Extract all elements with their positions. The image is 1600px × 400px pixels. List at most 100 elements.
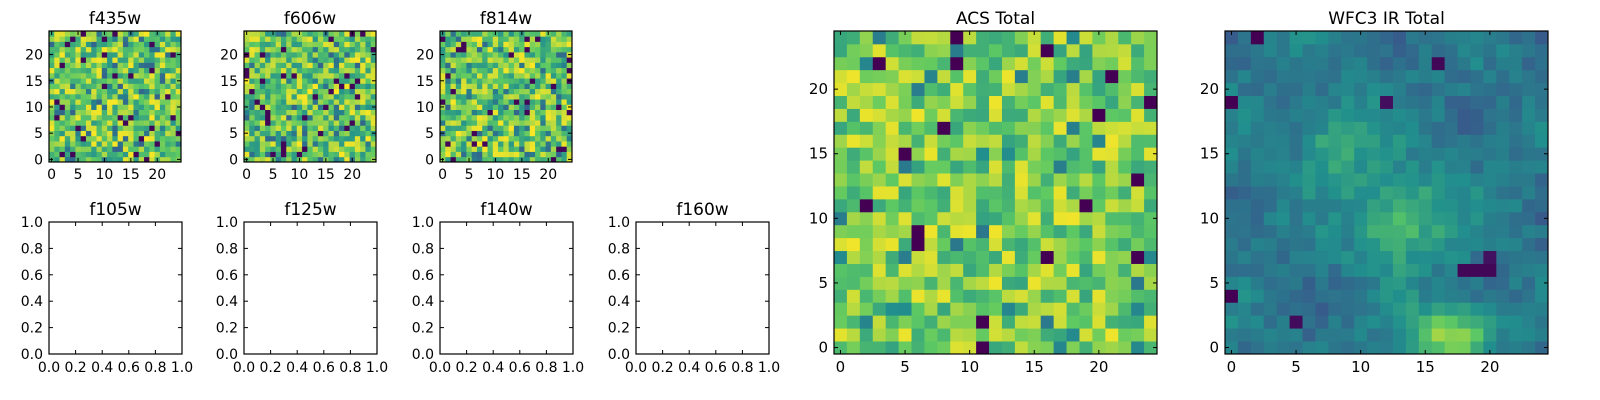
heatmap-cell (466, 104, 473, 110)
heatmap-cell (339, 67, 345, 74)
heatmap-cell (344, 146, 350, 152)
heatmap-cell (1483, 302, 1497, 316)
heatmap-cell (64, 83, 71, 90)
heatmap-cell (144, 41, 150, 48)
heatmap-cell (1457, 263, 1471, 277)
heatmap-cell (466, 120, 473, 126)
heatmap-cell (482, 72, 488, 79)
heatmap-cell (1509, 134, 1523, 148)
heatmap-cell (1315, 341, 1329, 355)
heatmap-cell (85, 51, 92, 58)
heatmap-cell (1237, 121, 1252, 135)
heatmap-cell (529, 72, 536, 79)
heatmap-cell (1509, 263, 1523, 277)
heatmap-cell (91, 114, 97, 121)
heatmap-cell (91, 31, 97, 37)
heatmap-cell (1341, 134, 1355, 148)
heatmap-cell (1431, 224, 1446, 239)
heatmap-cell (924, 315, 938, 329)
heatmap-cell (1444, 43, 1458, 58)
heatmap-cell (492, 109, 499, 116)
heatmap-cell (898, 186, 912, 200)
heatmap-cell (1457, 276, 1471, 290)
heatmap-cell (1066, 82, 1080, 96)
heatmap-cell (1263, 69, 1278, 84)
heatmap-cell (1509, 289, 1523, 303)
heatmap-cell (64, 109, 71, 116)
heatmap-cell (440, 83, 446, 90)
heatmap-cell (440, 67, 446, 74)
heatmap-cell (561, 104, 568, 110)
heatmap-cell (924, 263, 938, 277)
heatmap-cell (85, 83, 92, 90)
heatmap-cell (911, 263, 925, 277)
heatmap-cell (1066, 237, 1080, 252)
heatmap-cell (296, 120, 303, 126)
heatmap-cell (80, 99, 87, 105)
heatmap-cell (503, 31, 510, 37)
heatmap-cell (333, 36, 340, 42)
heatmap-cell (976, 341, 990, 355)
heatmap-cell (1118, 237, 1132, 252)
heatmap-cell (976, 160, 990, 174)
heatmap-cell (989, 95, 1003, 109)
heatmap-cell (445, 57, 451, 63)
heatmap-cell (834, 315, 848, 329)
heatmap-cell (455, 46, 462, 53)
heatmap-cell (1131, 147, 1145, 161)
heatmap-cell (455, 72, 462, 79)
heatmap-cell (1315, 147, 1329, 161)
heatmap-cell (307, 104, 314, 110)
heatmap-cell (508, 125, 515, 131)
heatmap-cell (91, 78, 97, 84)
heatmap-cell (254, 114, 261, 121)
heatmap-cell (302, 93, 308, 100)
heatmap-cell (466, 114, 473, 121)
heatmap-cell (455, 57, 462, 63)
heatmap-cell (1225, 276, 1239, 290)
heatmap-cell (1354, 198, 1368, 213)
heatmap-cell (360, 125, 366, 131)
heatmap-cell (1118, 160, 1132, 174)
heatmap-cell (963, 302, 977, 316)
heatmap-cell (1431, 237, 1446, 252)
heatmap-cell (989, 224, 1003, 239)
heatmap-cell (1315, 198, 1329, 213)
heatmap-cell (302, 78, 308, 84)
heatmap-cell (1144, 121, 1158, 135)
heatmap-cell (1289, 211, 1303, 226)
heatmap-cell (1431, 186, 1446, 200)
heatmap-cell (445, 46, 451, 53)
heatmap-cell (466, 62, 473, 69)
heatmap-cell (476, 36, 483, 42)
heatmap-cell (1014, 302, 1029, 316)
heatmap-cell (1237, 43, 1252, 58)
heatmap-cell (254, 57, 261, 63)
heatmap-cell (545, 88, 552, 95)
heatmap-cell (1496, 302, 1510, 316)
heatmap-cell (280, 78, 287, 84)
heatmap-cell (440, 125, 446, 131)
heatmap-cell (280, 156, 287, 163)
heatmap-cell (175, 57, 182, 63)
heatmap-cell (834, 341, 848, 355)
heatmap-cell (280, 99, 287, 105)
heatmap-cell (1431, 69, 1446, 84)
heatmap-cell (317, 99, 324, 105)
heatmap-cell (85, 46, 92, 53)
heatmap-cell (360, 104, 366, 110)
heatmap-cell (54, 78, 60, 84)
heatmap-cell (487, 72, 494, 79)
heatmap-cell (244, 57, 250, 63)
heatmap-cell (561, 114, 568, 121)
heatmap-cell (1250, 147, 1265, 161)
heatmap-cell (492, 62, 499, 69)
heatmap-cell (296, 104, 303, 110)
heatmap-cell (107, 146, 113, 152)
heatmap-cell (344, 93, 350, 100)
heatmap-cell (75, 67, 82, 74)
heatmap-cell (133, 141, 140, 147)
heatmap-cell (265, 141, 271, 147)
heatmap-cell (1105, 276, 1119, 290)
heatmap-cell (144, 62, 150, 69)
